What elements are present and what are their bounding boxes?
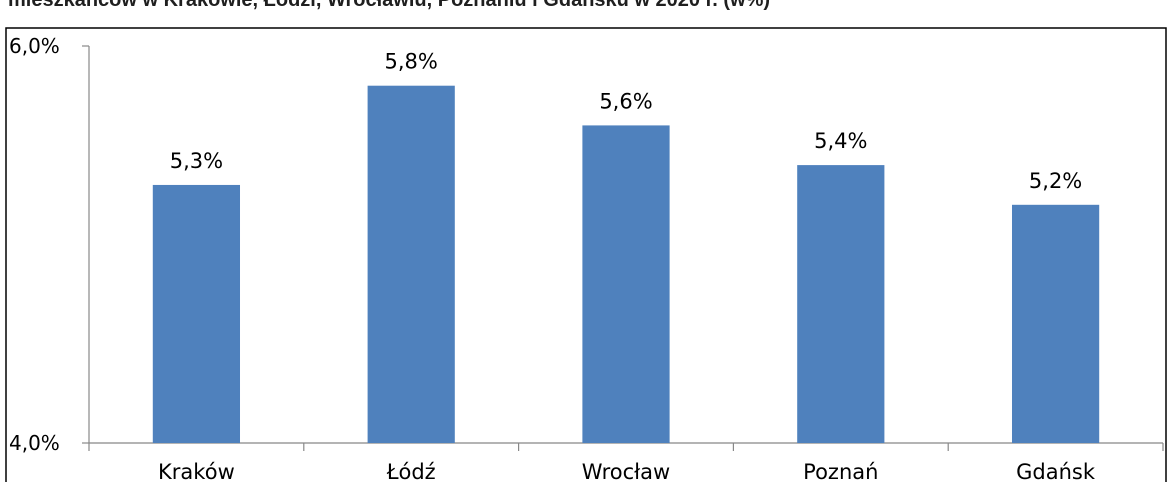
bar-kraków	[152, 184, 241, 443]
plot-frame	[5, 27, 1167, 482]
data-label: 5,8%	[385, 50, 438, 74]
x-category-label: Gdańsk	[1016, 460, 1096, 482]
x-category-label: Poznań	[803, 460, 878, 482]
data-label: 5,2%	[1029, 169, 1082, 193]
x-category-label: Łódź	[386, 460, 436, 482]
bar-poznań	[797, 165, 885, 443]
bar-łódź	[367, 85, 455, 443]
data-labels-group: 5,3% 5,8% 5,6% 5,4% 5,2%	[170, 50, 1083, 193]
data-label: 5,3%	[170, 149, 223, 173]
x-category-label: Kraków	[158, 460, 235, 482]
y-tick-label: 4,0%	[9, 431, 60, 455]
data-label: 5,6%	[599, 89, 652, 113]
x-category-label: Wrocław	[582, 460, 670, 482]
y-tick-label: 6,0%	[9, 34, 60, 58]
chart-frame	[5, 27, 1167, 482]
chart-title: mieszkańców w Krakowie, Łodzi, Wrocławiu…	[8, 0, 770, 11]
bar-gdańsk	[1011, 204, 1100, 443]
y-tick-labels-group: 6,0% 4,0%	[9, 34, 60, 455]
category-labels-group: Kraków Łódź Wrocław Poznań Gdańsk	[158, 460, 1096, 482]
bars-group	[152, 85, 1100, 444]
data-label: 5,4%	[814, 129, 867, 153]
bar-wrocław	[582, 125, 670, 444]
